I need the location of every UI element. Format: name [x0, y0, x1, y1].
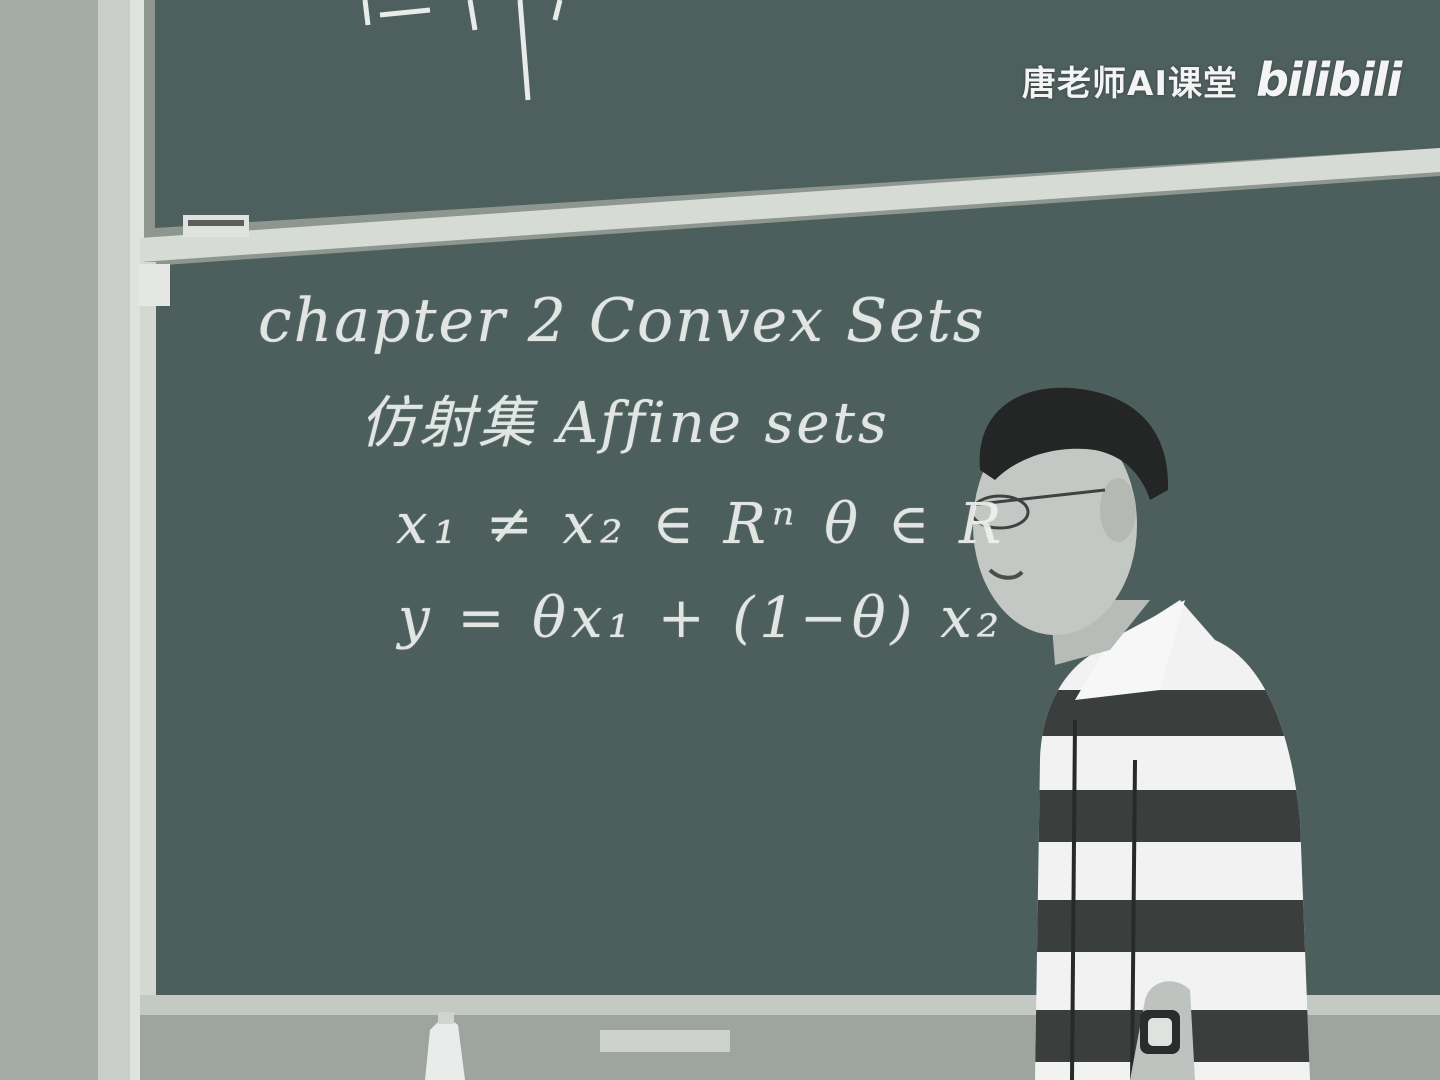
watch-face — [1148, 1018, 1172, 1046]
board-rail — [140, 148, 1440, 262]
bilibili-logo: bilibili — [1255, 53, 1402, 107]
chalk-line-affine-sets: 仿射集 Affine sets — [360, 391, 890, 456]
main-board-left-edge — [140, 262, 156, 1010]
hair — [979, 387, 1169, 500]
water-bottle — [425, 1015, 465, 1080]
upper-board-scribbles — [362, 0, 563, 101]
mouth — [988, 568, 1024, 580]
label-sticker-text — [188, 220, 244, 226]
watermark-channel: 唐老师AI课堂 — [1022, 63, 1238, 104]
left-wall-light — [0, 0, 110, 1080]
mic-cord — [1070, 719, 1137, 1080]
watermark: 唐老师AI课堂 bilibili — [1022, 50, 1402, 110]
shirt-collar — [1075, 600, 1185, 700]
desk-item — [600, 1030, 730, 1052]
chalk-line-condition: x₁ ≠ x₂ ∈ Rⁿ θ ∈ R — [396, 492, 1008, 557]
chalk-line-formula: y = θx₁ + (1−θ) x₂ — [398, 586, 1005, 651]
corner-bracket — [138, 264, 170, 306]
ear — [1100, 478, 1136, 542]
glasses-lens — [970, 494, 1030, 530]
face — [973, 415, 1137, 635]
upper-board — [155, 0, 1440, 228]
bottle-cap — [438, 1012, 454, 1024]
chalk-line-chapter: chapter 2 Convex Sets — [258, 286, 986, 356]
